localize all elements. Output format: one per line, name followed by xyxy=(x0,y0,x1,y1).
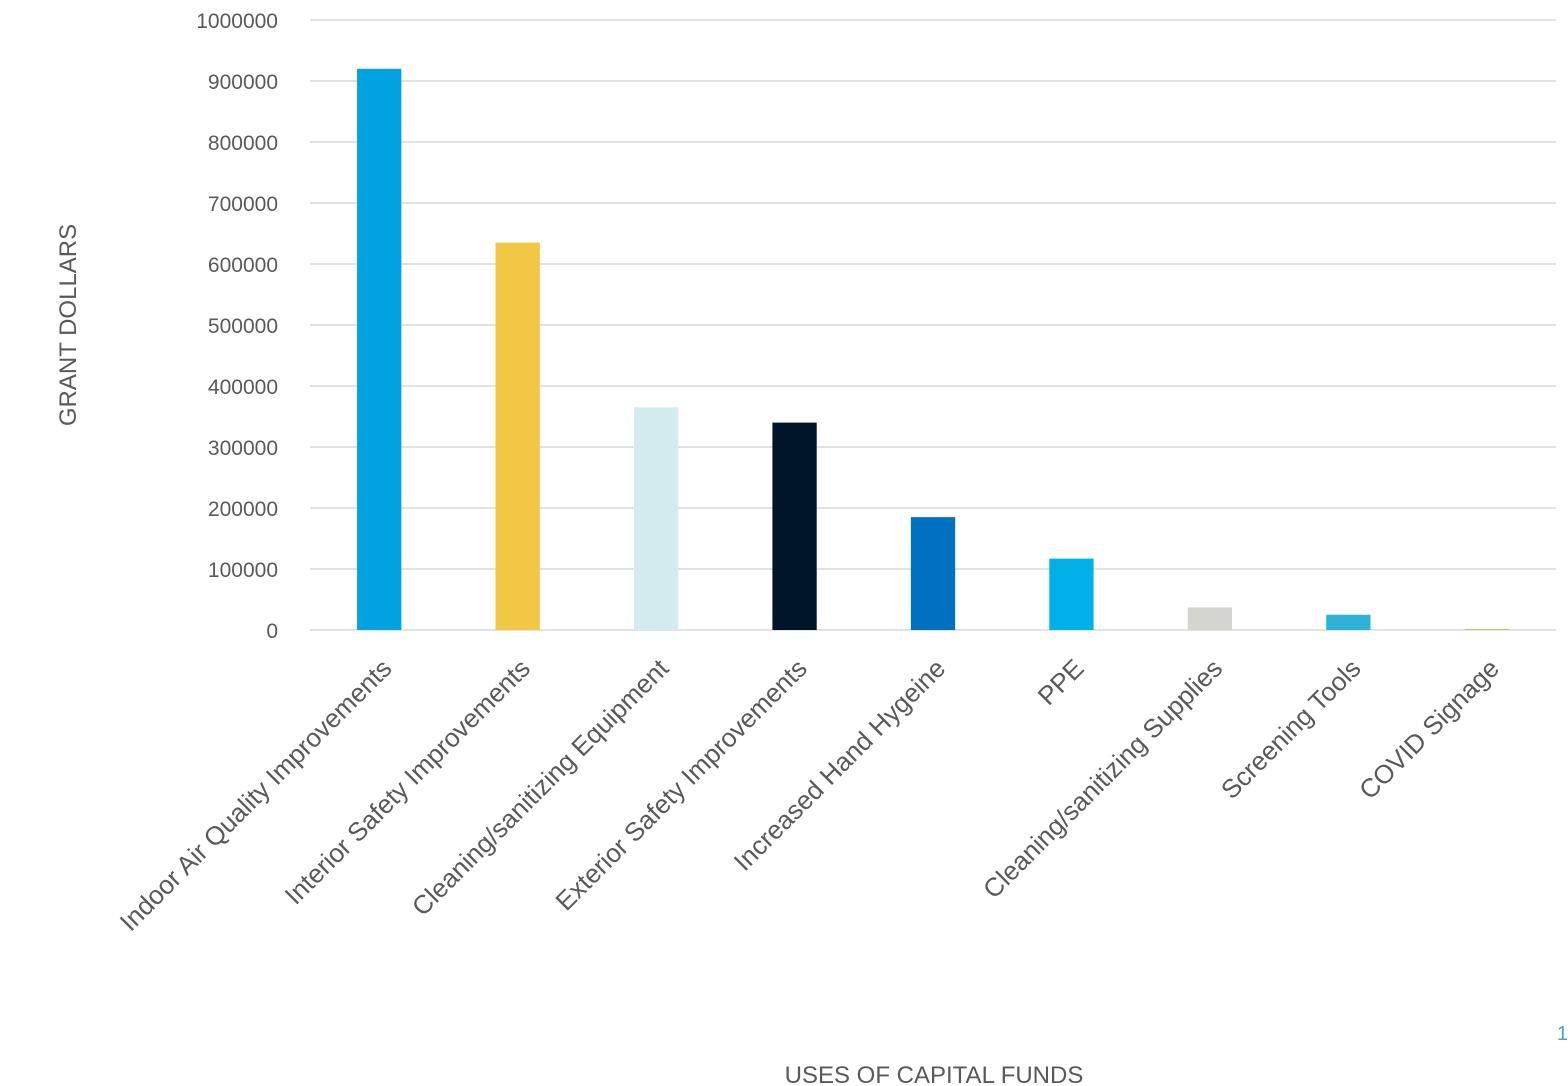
bar xyxy=(772,422,817,630)
y-axis-title: GRANT DOLLARS xyxy=(55,224,82,426)
bar xyxy=(1464,628,1509,630)
x-category-label: Exterior Safety Improvements xyxy=(549,653,812,916)
page-number: 1 xyxy=(1556,1023,1568,1045)
bar xyxy=(357,68,402,631)
bar xyxy=(1049,558,1094,630)
y-tick-label: 1000000 xyxy=(196,10,278,33)
x-category-label: Indoor Air Quality Improvements xyxy=(114,653,398,937)
y-axis-ticks: 0 100000 200000 300000 400000 500000 600000 700… xyxy=(196,10,278,643)
x-category-label: COVID Signage xyxy=(1353,653,1505,805)
y-tick-label: 0 xyxy=(266,620,278,643)
bar xyxy=(1187,607,1233,630)
x-category-label: Cleaning/sanitizing Equipment xyxy=(406,652,675,921)
y-tick-label: 200000 xyxy=(208,498,278,521)
bar xyxy=(1326,614,1371,630)
y-tick-label: 100000 xyxy=(208,559,278,582)
y-tick-label: 400000 xyxy=(208,376,278,399)
bar xyxy=(910,517,956,630)
bars xyxy=(357,68,1509,631)
y-tick-label: 800000 xyxy=(208,132,278,155)
bar xyxy=(633,407,679,630)
x-category-label: PPE xyxy=(1032,653,1090,711)
x-category-label: Cleaning/sanitizing Supplies xyxy=(977,653,1228,904)
x-category-label: Screening Tools xyxy=(1215,653,1367,805)
x-axis-category-labels: Indoor Air Quality ImprovementsInterior … xyxy=(114,652,1505,936)
x-axis-title: USES OF CAPITAL FUNDS xyxy=(785,1062,1084,1086)
bar xyxy=(495,242,540,630)
y-tick-label: 900000 xyxy=(208,71,278,94)
y-tick-label: 500000 xyxy=(208,315,278,338)
y-tick-label: 600000 xyxy=(208,254,278,277)
x-category-label: Interior Safety Improvements xyxy=(279,653,536,910)
y-tick-label: 300000 xyxy=(208,437,278,460)
y-tick-label: 700000 xyxy=(208,193,278,216)
